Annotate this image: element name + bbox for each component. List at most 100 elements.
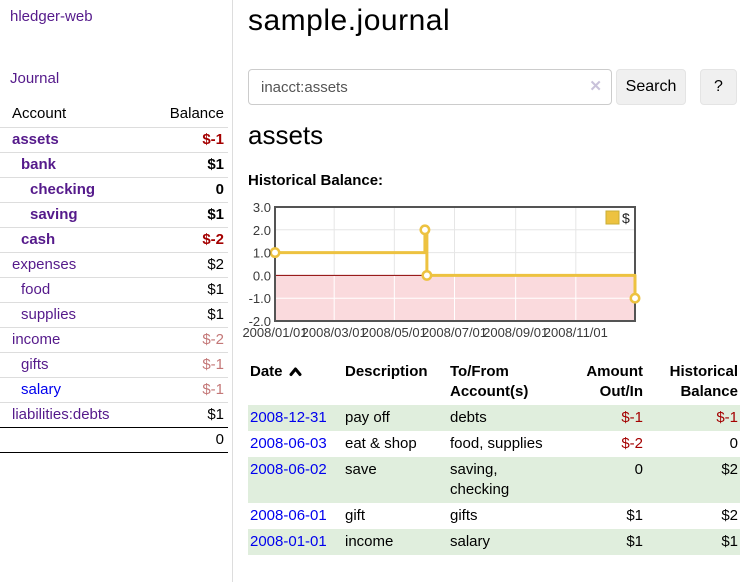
register-header-accounts[interactable]: To/From Account(s)	[450, 363, 529, 400]
account-balance: $-2	[160, 327, 228, 353]
clear-search-icon[interactable]: ✕	[589, 78, 602, 95]
x-axis-tick-label: 2008/03/01	[302, 325, 367, 340]
account-link[interactable]: liabilities:debts	[12, 406, 110, 423]
accounts-total-value: 0	[160, 427, 228, 453]
accounts-header-account: Account	[12, 105, 67, 122]
account-link[interactable]: checking	[30, 181, 96, 198]
transaction-date-link[interactable]: 2008-06-02	[250, 461, 327, 478]
accounts-total-spacer	[0, 427, 160, 453]
transaction-date-link[interactable]: 2008-06-03	[250, 435, 327, 452]
search-button[interactable]: Search	[616, 69, 686, 105]
transaction-accounts: gifts	[450, 507, 478, 524]
transaction-date-link[interactable]: 2008-06-01	[250, 507, 327, 524]
transaction-date-link[interactable]: 2008-01-01	[250, 533, 327, 550]
y-axis-tick-label: 1.0	[253, 246, 271, 261]
transaction-amount: $1	[626, 507, 643, 524]
data-point-marker[interactable]	[269, 247, 281, 259]
transaction-amount: $-1	[560, 405, 645, 431]
transaction-balance: 0	[729, 435, 738, 452]
account-link[interactable]: bank	[21, 156, 57, 173]
x-axis-tick-label: 2008/11/01	[544, 325, 608, 340]
chart-title: Historical Balance:	[248, 172, 384, 189]
account-row: income $-2	[0, 327, 228, 353]
main-content: sample.journal ✕ Search ? assets Histori…	[242, 0, 742, 582]
account-link[interactable]: expenses	[12, 256, 77, 273]
register-header-description[interactable]: Description	[345, 363, 428, 380]
data-point-marker[interactable]	[419, 224, 431, 236]
account-row: expenses $2	[0, 252, 228, 278]
account-balance: $1	[160, 302, 228, 328]
register-header-date[interactable]: Date	[248, 360, 345, 405]
account-row: saving $1	[0, 202, 228, 228]
y-axis-tick-label: 3.0	[253, 200, 271, 215]
account-balance: $-1	[160, 352, 228, 378]
account-balance: $2	[160, 252, 228, 278]
data-point-marker[interactable]	[629, 292, 641, 304]
plot-border	[274, 206, 636, 322]
register-table-body: 2008-12-31 pay off debts $-1 $-1 2008-06-03 ea…	[248, 405, 740, 555]
transaction-balance: $2	[721, 507, 738, 524]
y-axis-tick-label: 0.0	[253, 268, 271, 283]
accounts-table: Account Balance assets $-1 bank $1 checking 0…	[0, 101, 228, 453]
account-link[interactable]: cash	[21, 231, 56, 248]
x-axis-tick-label: 2008/07/01	[422, 325, 487, 340]
x-axis-tick-label: 2008/09/01	[483, 325, 548, 340]
account-balance: $-2	[160, 227, 228, 253]
account-balance: $1	[160, 202, 228, 228]
y-axis-tick-label: -1.0	[249, 291, 271, 306]
transaction-date-link[interactable]: 2008-12-31	[250, 409, 327, 426]
account-link[interactable]: food	[21, 281, 51, 298]
register-row[interactable]: 2008-01-01 income salary $1 $1	[248, 529, 740, 555]
account-balance: $1	[160, 277, 228, 303]
legend-swatch	[605, 210, 620, 225]
y-axis-tick-label: -2.0	[249, 314, 271, 329]
help-button[interactable]: ?	[700, 69, 737, 105]
account-link[interactable]: saving	[30, 206, 78, 223]
account-link[interactable]: salary	[21, 381, 62, 398]
account-row: liabilities:debts $1	[0, 402, 228, 428]
search-box: ✕	[248, 69, 612, 105]
transaction-amount: $1	[560, 529, 645, 555]
register-row[interactable]: 2008-12-31 pay off debts $-1 $-1	[248, 405, 740, 431]
transaction-description: pay off	[345, 405, 450, 431]
app-brand-link[interactable]: hledger-web	[10, 8, 93, 25]
register-row[interactable]: 2008-06-02 save saving, checking 0 $2	[248, 457, 740, 503]
register-row[interactable]: 2008-06-03 eat & shop food, supplies $-2 0	[248, 431, 740, 457]
accounts-header-row: Account Balance	[0, 101, 228, 128]
data-point-marker[interactable]	[421, 269, 433, 281]
account-link[interactable]: gifts	[21, 356, 49, 373]
search-input[interactable]	[248, 69, 612, 105]
accounts-header-balance: Balance	[169, 105, 224, 122]
account-balance: $1	[160, 152, 228, 178]
register-header-balance[interactable]: Historical Balance	[669, 363, 738, 400]
account-row: checking 0	[0, 177, 228, 203]
account-link[interactable]: assets	[12, 131, 59, 148]
account-row: salary $-1	[0, 377, 228, 403]
transaction-description: eat & shop	[345, 435, 417, 452]
account-link[interactable]: supplies	[21, 306, 77, 323]
account-balance: $-1	[160, 377, 228, 403]
account-row: assets $-1	[0, 127, 228, 153]
transaction-description: save	[345, 457, 450, 503]
account-balance: 0	[160, 177, 228, 203]
register-table: Date Description To/From Account(s) Amou…	[248, 360, 740, 555]
transaction-description: income	[345, 529, 450, 555]
account-link[interactable]: income	[12, 331, 61, 348]
legend-label: $	[622, 210, 630, 226]
transaction-accounts: food, supplies	[450, 435, 543, 452]
accounts-table-body: assets $-1 bank $1 checking 0 saving $1 cash $-2 e…	[0, 127, 228, 428]
account-row: food $1	[0, 277, 228, 303]
transaction-description: gift	[345, 507, 366, 524]
register-row[interactable]: 2008-06-01 gift gifts $1 $2	[248, 503, 740, 529]
register-header-row: Date Description To/From Account(s) Amou…	[248, 360, 740, 405]
account-balance: $1	[160, 402, 228, 428]
transaction-balance: $1	[645, 529, 740, 555]
account-row: supplies $1	[0, 302, 228, 328]
transaction-accounts: saving, checking	[450, 457, 560, 503]
transaction-amount: $-2	[621, 435, 643, 452]
sidebar-item-journal[interactable]: Journal	[10, 70, 60, 87]
accounts-total-row: 0	[0, 427, 228, 453]
x-axis-tick-label: 2008/01/01	[242, 325, 307, 340]
search-bar: ✕ Search ?	[248, 69, 742, 105]
register-header-amount[interactable]: Amount Out/In	[586, 363, 643, 400]
